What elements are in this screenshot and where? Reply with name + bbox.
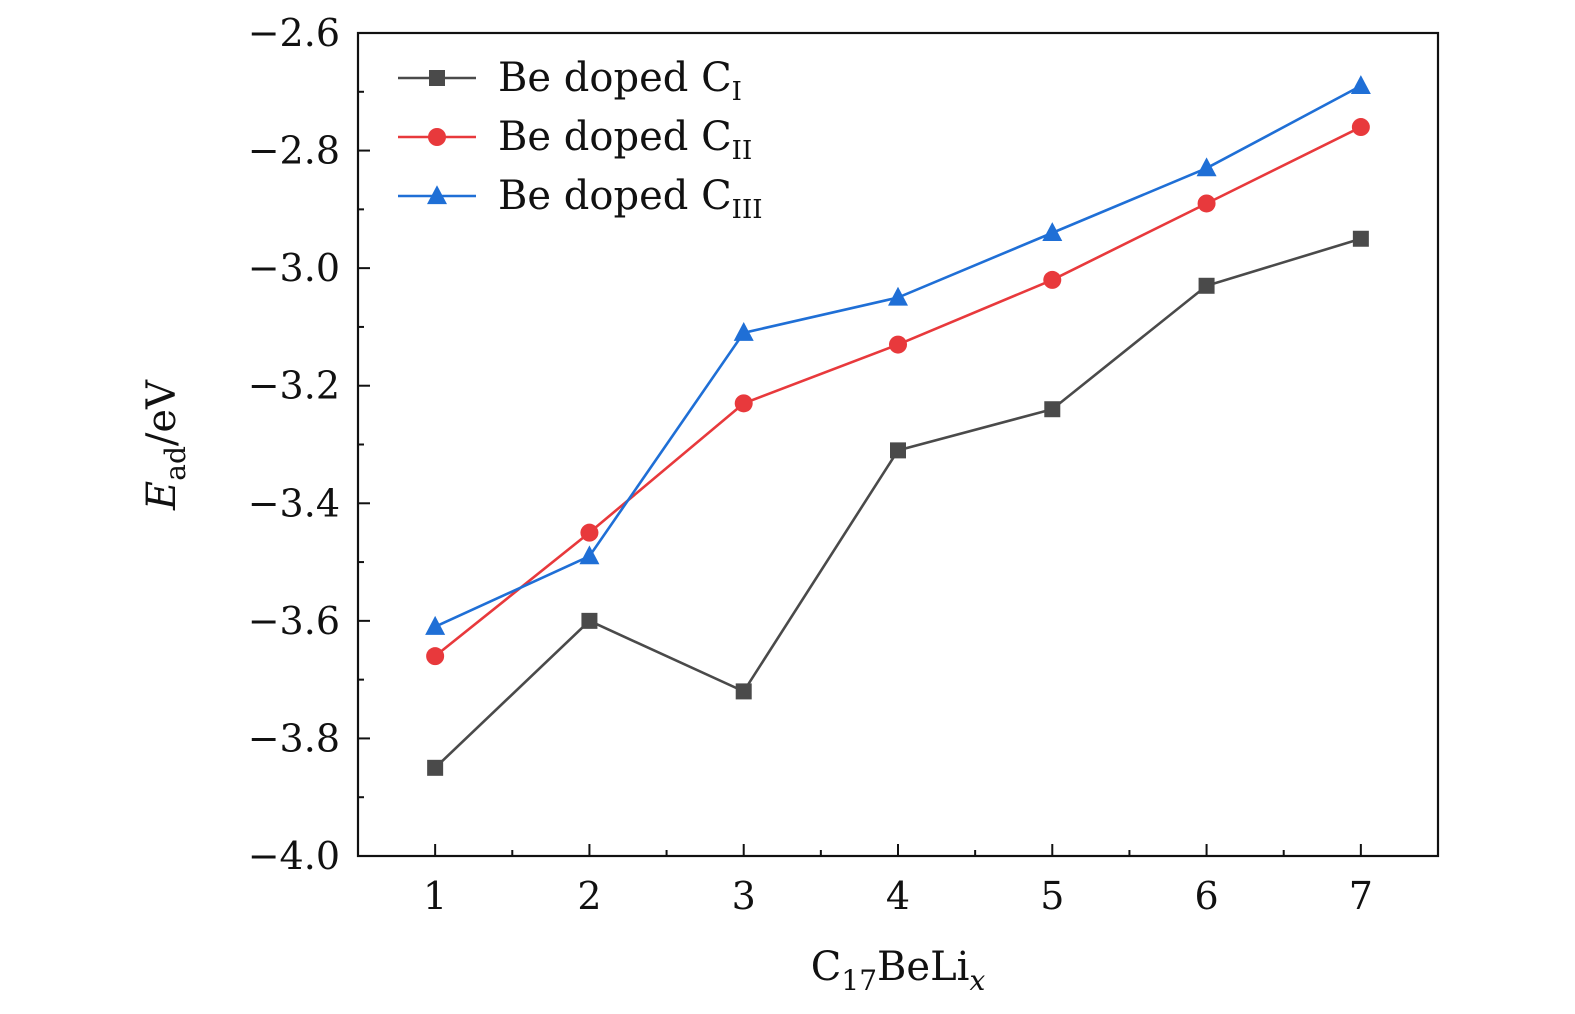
series-circle xyxy=(426,118,1370,666)
x-tick-label: 4 xyxy=(886,874,910,918)
data-point-square xyxy=(1352,230,1369,247)
data-point-triangle xyxy=(733,322,754,341)
data-point-circle xyxy=(889,335,907,354)
data-point-triangle xyxy=(1350,75,1371,95)
data-point-square xyxy=(735,683,752,700)
legend-label-subscript: III xyxy=(732,195,763,225)
series-square xyxy=(427,230,1369,776)
data-point-circle xyxy=(580,523,599,542)
x-tick-label: 5 xyxy=(1040,874,1064,918)
legend-item: Be doped CII xyxy=(398,114,752,166)
y-tick-label: −3.0 xyxy=(248,246,340,290)
data-point-circle xyxy=(1197,194,1216,213)
data-point-triangle xyxy=(1196,157,1217,177)
data-point-circle xyxy=(734,394,753,413)
y-tick-label: −2.6 xyxy=(248,11,340,55)
legend-label: Be doped CI xyxy=(498,55,742,107)
plot-frame xyxy=(356,31,1440,858)
legend-label: Be doped CII xyxy=(498,114,752,166)
data-point-triangle xyxy=(425,615,446,635)
y-axis-label: Ead/eV xyxy=(139,379,192,511)
y-tick-label: −2.8 xyxy=(248,129,340,173)
legend-swatch-marker xyxy=(428,128,446,146)
x-tick-label: 1 xyxy=(423,874,447,918)
legend-label: Be doped CIII xyxy=(498,173,762,225)
y-tick-label: −3.6 xyxy=(248,599,340,643)
y-axis-label-subscript: ad xyxy=(159,446,192,481)
y-axis-label-unit: /eV xyxy=(139,379,185,446)
y-axis-label-symbol: E xyxy=(139,481,185,511)
x-axis-label-subscript: 17 xyxy=(841,964,877,997)
x-axis-label-symbol: C xyxy=(811,944,842,990)
legend-label-name: Be doped C xyxy=(498,114,732,160)
y-tick-label: −3.4 xyxy=(248,481,340,525)
y-tick-label: −3.8 xyxy=(248,716,340,760)
series-line xyxy=(434,237,1362,769)
data-point-triangle xyxy=(1042,222,1063,241)
x-axis-label-tail: BeLi xyxy=(877,944,969,990)
legend-swatch-marker xyxy=(427,185,447,205)
data-point-circle xyxy=(1043,270,1062,289)
legend-label-name: Be doped C xyxy=(498,55,732,101)
legend-item: Be doped CIII xyxy=(398,173,762,225)
series-layer xyxy=(425,75,1371,776)
data-point-triangle xyxy=(579,545,600,565)
data-point-square xyxy=(890,442,906,459)
data-point-square xyxy=(1044,401,1061,418)
legend-swatch-marker xyxy=(429,70,445,86)
x-tick-label: 7 xyxy=(1349,874,1373,918)
x-tick-label: 6 xyxy=(1194,874,1218,918)
y-tick-label: −3.2 xyxy=(248,364,340,408)
data-point-square xyxy=(427,759,444,776)
x-axis-label-variable: x xyxy=(969,964,985,997)
legend-label-subscript: I xyxy=(732,77,742,107)
x-axis-label: C17BeLix xyxy=(811,944,986,997)
tick-labels: 1 2 3 4 5 6 7 −2.6 −2.8 −3.0 −3.2 −3.4 −3.6 −3.8 −4.0 xyxy=(248,11,1373,918)
data-point-square xyxy=(1198,277,1215,294)
x-tick-label: 3 xyxy=(732,874,756,918)
legend-label-name: Be doped C xyxy=(498,173,732,219)
y-tick-label: −4.0 xyxy=(248,834,340,878)
data-point-square xyxy=(581,612,598,629)
series-triangle xyxy=(425,75,1371,635)
legend-label-subscript: II xyxy=(732,136,753,166)
data-point-circle xyxy=(426,647,445,666)
x-tick-label: 2 xyxy=(577,874,601,918)
legend-item: Be doped CI xyxy=(398,55,742,107)
data-point-triangle xyxy=(888,286,908,306)
data-point-circle xyxy=(1351,118,1370,137)
